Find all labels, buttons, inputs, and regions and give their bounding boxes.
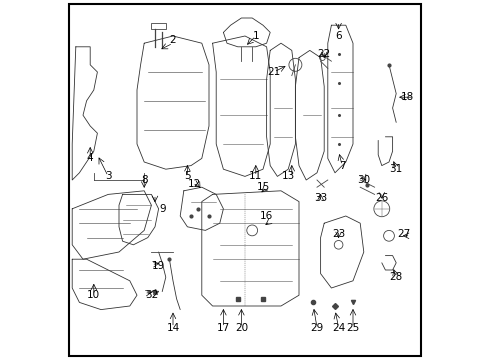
Text: 28: 28: [390, 272, 403, 282]
Text: 33: 33: [314, 193, 327, 203]
Text: 20: 20: [235, 323, 248, 333]
Text: 11: 11: [249, 171, 263, 181]
Text: 8: 8: [141, 175, 147, 185]
Text: 23: 23: [332, 229, 345, 239]
Text: 30: 30: [357, 175, 370, 185]
Text: 6: 6: [335, 31, 342, 41]
Text: 12: 12: [188, 179, 201, 189]
Text: 14: 14: [167, 323, 180, 333]
Text: 5: 5: [184, 171, 191, 181]
Text: 22: 22: [318, 49, 331, 59]
Bar: [151, 23, 166, 29]
Text: 26: 26: [375, 193, 389, 203]
Text: 21: 21: [267, 67, 280, 77]
Text: 15: 15: [256, 182, 270, 192]
Text: 4: 4: [87, 153, 94, 163]
Text: 31: 31: [390, 164, 403, 174]
Text: 7: 7: [339, 161, 345, 171]
Text: 1: 1: [252, 31, 259, 41]
Text: 18: 18: [400, 92, 414, 102]
Text: 3: 3: [105, 171, 112, 181]
Text: 13: 13: [282, 171, 295, 181]
Text: 27: 27: [397, 229, 410, 239]
Text: 9: 9: [159, 204, 166, 214]
Text: 10: 10: [87, 290, 100, 300]
Text: 17: 17: [217, 323, 230, 333]
Text: 2: 2: [170, 35, 176, 45]
Text: 16: 16: [260, 211, 273, 221]
Text: 32: 32: [145, 290, 158, 300]
Text: 29: 29: [310, 323, 323, 333]
Text: 24: 24: [332, 323, 345, 333]
Text: 25: 25: [346, 323, 360, 333]
Text: 19: 19: [152, 261, 165, 271]
